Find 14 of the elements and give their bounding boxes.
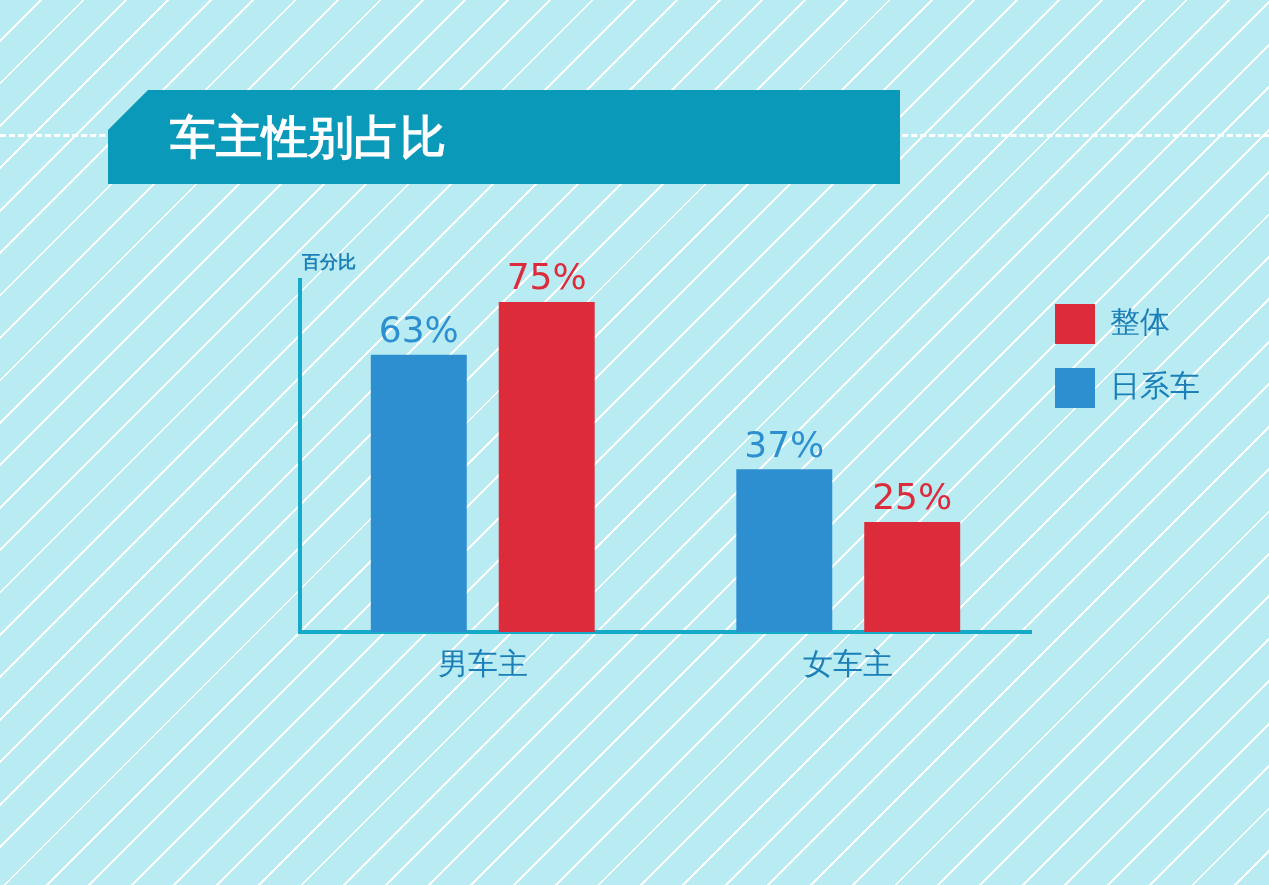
data-label: 37% xyxy=(744,423,825,465)
bar xyxy=(498,302,595,632)
legend-label: 整体 xyxy=(1110,303,1170,339)
data-label: 25% xyxy=(872,476,953,518)
data-label: 75% xyxy=(506,256,587,298)
x-tick-label: 女车主 xyxy=(803,645,894,681)
x-tick-label: 男车主 xyxy=(437,645,528,681)
data-label: 63% xyxy=(378,309,459,351)
bar xyxy=(736,469,833,632)
legend-label: 日系车 xyxy=(1110,367,1200,403)
bar xyxy=(864,522,961,632)
y-axis-title: 百分比 xyxy=(301,250,356,272)
chart-title: 车主性别占比 xyxy=(108,90,900,184)
bar xyxy=(370,354,467,632)
